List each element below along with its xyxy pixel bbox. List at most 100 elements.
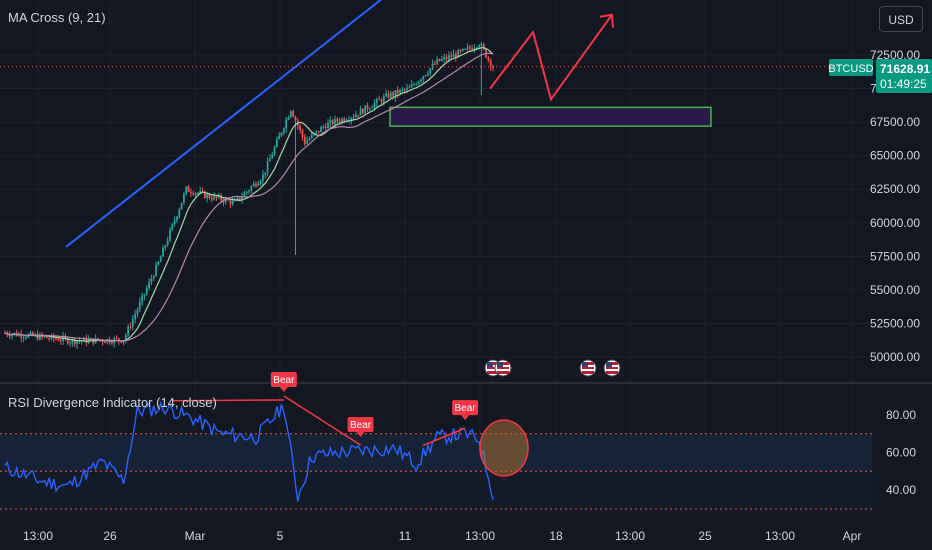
- candle: [392, 91, 394, 100]
- candle: [73, 337, 76, 347]
- candle: [473, 44, 476, 53]
- candle: [413, 82, 415, 87]
- ma-cross-title[interactable]: MA Cross (9, 21): [8, 10, 106, 25]
- us-flag-icon[interactable]: [494, 359, 512, 377]
- economic-events[interactable]: [484, 359, 621, 377]
- price-axis-label: 62500.00: [870, 182, 920, 196]
- bear-label: Bear: [347, 417, 374, 437]
- us-flag-icon[interactable]: [603, 359, 621, 377]
- candle: [164, 244, 167, 251]
- support-zone[interactable]: [389, 106, 712, 127]
- candle: [166, 236, 169, 247]
- candle: [203, 190, 206, 199]
- price-axis-label: 55000.00: [870, 283, 920, 297]
- candle: [371, 105, 374, 109]
- candle: [231, 196, 234, 207]
- candle: [324, 123, 327, 131]
- candle: [361, 108, 364, 115]
- candle: [336, 117, 339, 126]
- rsi-line: [4, 400, 494, 502]
- candle: [162, 245, 164, 257]
- rsi-axis-label: 60.00: [886, 446, 916, 460]
- candle: [422, 75, 425, 83]
- last-price-text: 71628.91: [880, 62, 930, 76]
- candle: [387, 90, 390, 99]
- candle: [327, 119, 329, 129]
- rsi-title[interactable]: RSI Divergence Indicator (14, close): [8, 395, 217, 410]
- candle: [20, 329, 23, 343]
- price-axis-label: 57500.00: [870, 249, 920, 263]
- candle: [194, 192, 197, 199]
- candle: [245, 190, 248, 196]
- candle: [417, 80, 420, 85]
- candle: [436, 56, 439, 66]
- time-axis-label: 25: [698, 529, 712, 543]
- candle: [364, 105, 367, 114]
- trendline[interactable]: [65, 0, 396, 248]
- time-axis-label: 26: [103, 529, 117, 543]
- candle: [229, 198, 232, 209]
- candle: [248, 189, 250, 195]
- bear-label-text: Bear: [350, 420, 372, 431]
- divergence-line: [172, 399, 284, 402]
- candle: [408, 84, 411, 89]
- candle: [159, 255, 162, 262]
- candle: [445, 53, 448, 62]
- candle: [131, 314, 134, 330]
- candle: [262, 170, 264, 185]
- support-zone-rect[interactable]: [389, 106, 712, 127]
- candle: [427, 70, 429, 77]
- candle: [487, 56, 490, 63]
- candle: [482, 42, 485, 51]
- candle: [152, 274, 155, 281]
- candle: [266, 157, 269, 176]
- rsi-panel: Bear Bear Bear: [0, 372, 872, 512]
- candle: [301, 128, 304, 141]
- candle: [289, 110, 292, 119]
- us-flag-icon[interactable]: [579, 359, 597, 377]
- candle: [464, 48, 467, 50]
- candle: [308, 136, 311, 142]
- candle: [431, 59, 434, 71]
- candle: [461, 48, 464, 52]
- candle: [148, 278, 150, 291]
- projection-path[interactable]: [489, 14, 613, 102]
- candle: [76, 340, 78, 349]
- currency-button[interactable]: USD: [879, 6, 923, 32]
- candle: [150, 274, 153, 286]
- highlight-circle[interactable]: [479, 419, 529, 477]
- candle: [492, 64, 494, 72]
- candle: [22, 335, 25, 343]
- candle: [420, 78, 422, 84]
- candle: [424, 74, 427, 77]
- time-axis-label: 5: [277, 529, 284, 543]
- candle: [269, 154, 271, 162]
- candle: [322, 124, 325, 130]
- divergence-line: [422, 427, 466, 447]
- candle: [178, 207, 181, 220]
- candle: [415, 82, 418, 86]
- divergence-line: [283, 395, 361, 446]
- time-axis-label: Apr: [843, 529, 862, 543]
- arrow-head[interactable]: [599, 13, 614, 28]
- candle: [315, 130, 318, 135]
- candle: [171, 223, 174, 232]
- candle: [287, 115, 290, 121]
- candle: [145, 285, 148, 296]
- moving-averages: [4, 47, 494, 343]
- candles: [4, 41, 494, 349]
- candle: [299, 124, 302, 134]
- trendline-line[interactable]: [65, 0, 396, 248]
- candle: [66, 336, 69, 345]
- time-axis-label: 13:00: [765, 529, 795, 543]
- symbol-text: BTCUSD: [828, 63, 873, 75]
- candle: [341, 117, 343, 126]
- rsi-lower-area: [0, 471, 872, 512]
- price-axis-label: 67500.00: [870, 115, 920, 129]
- projection-arrow[interactable]: [489, 13, 614, 102]
- candle: [459, 49, 462, 54]
- candle: [169, 226, 171, 243]
- candle: [255, 181, 257, 189]
